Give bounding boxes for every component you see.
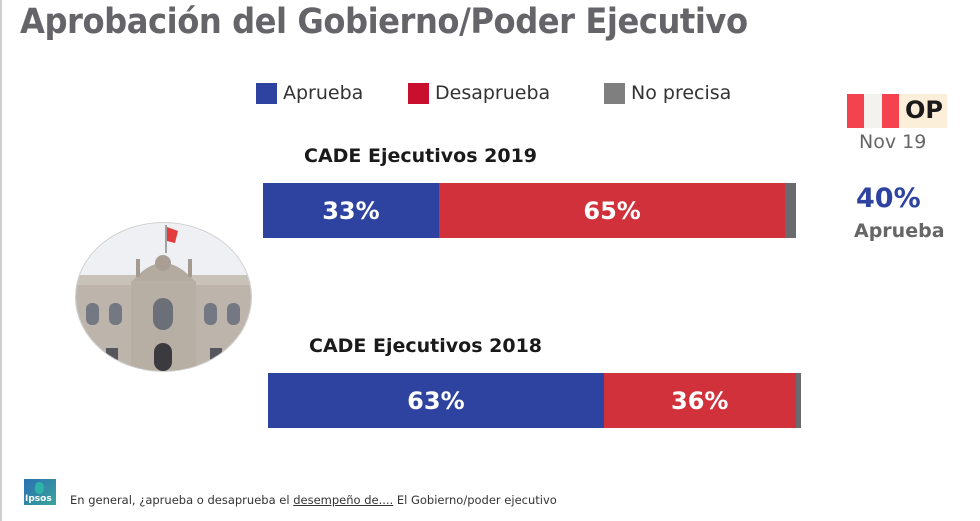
op-approval-value: 40% — [856, 183, 921, 214]
legend-swatch-aprueba — [256, 82, 277, 104]
survey-question-underlined: desempeño de.... — [293, 493, 394, 507]
survey-question-suffix: El Gobierno/poder ejecutivo — [393, 493, 557, 507]
legend-swatch-no-precisa — [604, 82, 625, 104]
survey-question: En general, ¿aprueba o desaprueba el des… — [70, 493, 557, 507]
op-date: Nov 19 — [859, 131, 927, 153]
legend-item-desaprueba: Desaprueba — [408, 82, 550, 104]
palace-illustration — [76, 223, 251, 371]
data-label-desaprueba: 36% — [670, 386, 729, 415]
stacked-bar-2019: 33% 65% — [263, 183, 796, 238]
left-border — [0, 0, 2, 521]
category-title-2018: CADE Ejecutivos 2018 — [309, 335, 543, 357]
stacked-bar-2018: 63% 36% — [268, 373, 801, 428]
data-label-aprueba: 63% — [407, 386, 465, 415]
bar-segment-aprueba: 33% — [263, 183, 439, 238]
category-title-2019: CADE Ejecutivos 2019 — [304, 145, 538, 167]
legend-label-aprueba: Aprueba — [283, 82, 364, 104]
survey-question-prefix: En general, ¿aprueba o desaprueba el — [70, 493, 294, 507]
legend-swatch-desaprueba — [408, 82, 429, 104]
op-approval-label: Aprueba — [854, 220, 945, 242]
op-logo: OP — [847, 94, 947, 128]
bar-segment-no-precisa — [795, 373, 801, 428]
ipsos-logo: Ipsos — [24, 479, 56, 505]
government-palace-photo — [75, 222, 252, 372]
data-label-aprueba: 33% — [322, 196, 380, 225]
peru-flag-stripe-left — [847, 94, 864, 128]
bar-segment-aprueba: 63% — [268, 373, 604, 428]
page-title: Aprobación del Gobierno/Poder Ejecutivo — [20, 2, 748, 42]
legend-item-aprueba: Aprueba — [256, 82, 363, 104]
peru-flag-stripe-right — [882, 94, 899, 128]
op-logo-text: OP — [905, 96, 943, 124]
bar-segment-desaprueba: 36% — [603, 373, 796, 428]
legend-item-no-precisa: No precisa — [604, 82, 731, 104]
peru-flag-stripe-center — [864, 94, 882, 128]
bar-segment-desaprueba: 65% — [438, 183, 786, 238]
legend-label-no-precisa: No precisa — [631, 82, 732, 104]
legend-label-desaprueba: Desaprueba — [435, 82, 551, 104]
data-label-desaprueba: 65% — [583, 196, 641, 225]
bar-segment-no-precisa — [785, 183, 796, 238]
ipsos-logo-mark — [35, 482, 44, 494]
ipsos-logo-text: Ipsos — [25, 494, 52, 504]
